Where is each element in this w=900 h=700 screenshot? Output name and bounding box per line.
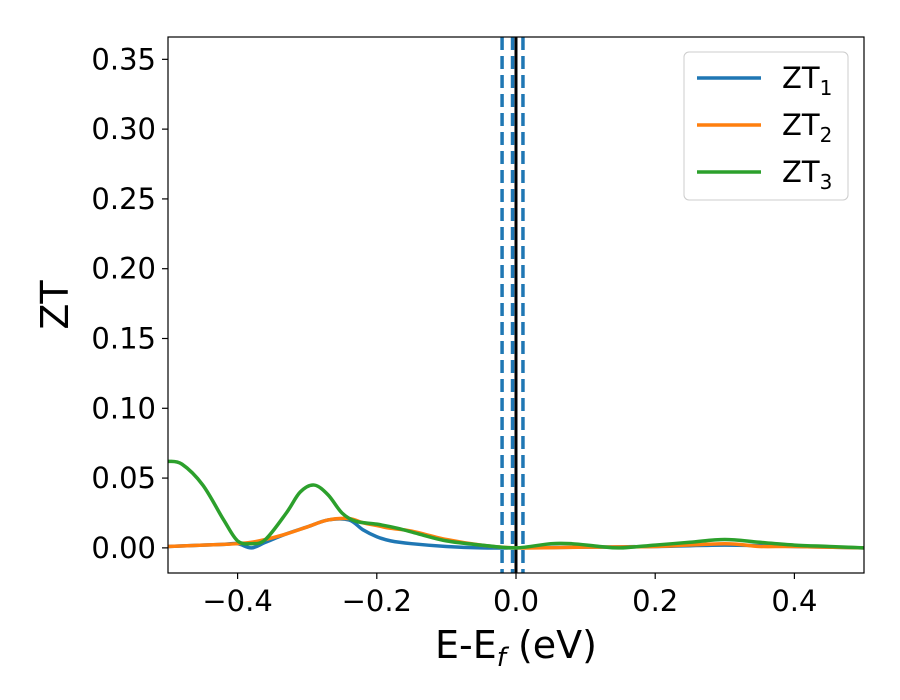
y-tick-label: 0.25 xyxy=(91,182,156,216)
legend-label-sub: 3 xyxy=(820,170,833,194)
x-axis: −0.4 −0.2 0.0 0.2 0.4 xyxy=(202,573,817,618)
x-axis-title: E-Ef (eV) xyxy=(435,623,597,673)
x-tick-label: 0.4 xyxy=(771,584,817,618)
x-tick-label: −0.4 xyxy=(202,584,272,618)
legend-label-sub: 1 xyxy=(820,76,833,100)
y-tick-label: 0.35 xyxy=(91,42,156,76)
legend-label: ZT3 xyxy=(782,155,832,194)
y-tick-label: 0.10 xyxy=(91,391,156,425)
legend-label-main: ZT xyxy=(782,108,820,142)
y-axis-title: ZT xyxy=(33,280,77,330)
legend-label: ZT1 xyxy=(782,61,832,100)
series-layer xyxy=(168,459,864,550)
x-tick-label: 0.0 xyxy=(493,584,539,618)
y-axis: 0.00 0.05 0.10 0.15 0.20 0.25 0.30 0.35 xyxy=(91,42,168,565)
x-tick-label: −0.2 xyxy=(342,584,412,618)
legend-label-main: ZT xyxy=(782,61,820,95)
y-tick-label: 0.00 xyxy=(91,531,156,565)
y-tick-label: 0.30 xyxy=(91,112,156,146)
y-tick-label: 0.15 xyxy=(91,322,156,356)
series-line-zt3 xyxy=(168,459,864,550)
legend-label: ZT2 xyxy=(782,108,832,147)
legend-label-sub: 2 xyxy=(820,123,833,147)
x-tick-label: 0.2 xyxy=(632,584,678,618)
x-axis-title-main: E-E xyxy=(435,623,497,667)
y-tick-label: 0.05 xyxy=(91,461,156,495)
y-tick-label: 0.20 xyxy=(91,252,156,286)
reference-lines xyxy=(500,37,525,573)
legend-box xyxy=(683,51,849,201)
x-axis-title-unit: (eV) xyxy=(506,623,597,667)
legend-label-main: ZT xyxy=(782,155,820,189)
